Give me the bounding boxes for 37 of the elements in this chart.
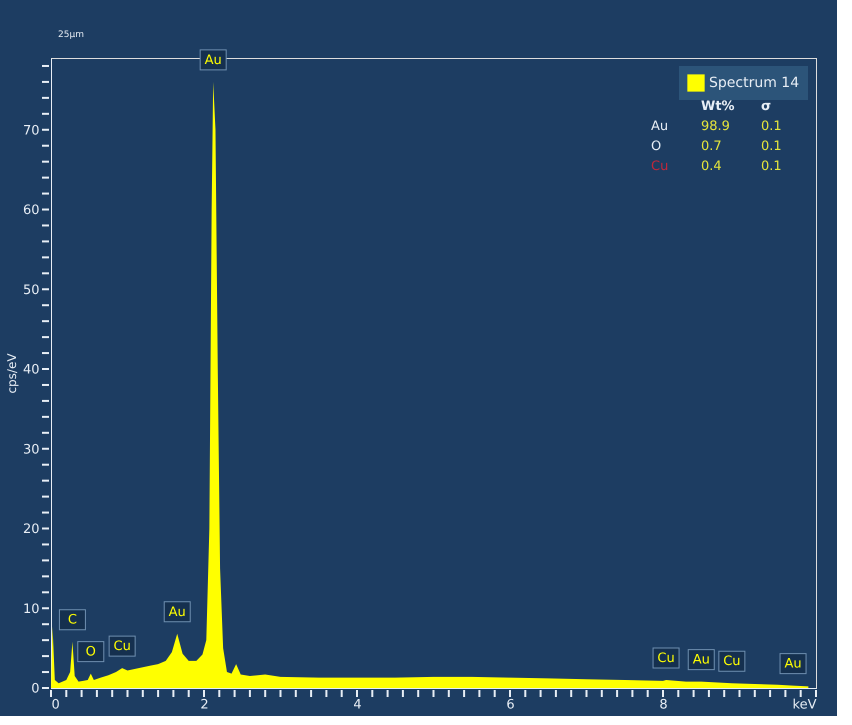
x-tick-label: 8: [659, 698, 668, 712]
annotation: 98.9: [701, 119, 730, 134]
annotation: Cu: [651, 159, 668, 174]
y-tick-label: 10: [22, 602, 40, 617]
y-tick-label: 30: [22, 442, 40, 458]
annotation: 0.1: [761, 139, 782, 154]
x-tick-label: 2: [200, 698, 209, 712]
x-tick-label: keV: [792, 698, 817, 712]
annotation: Wt%: [701, 99, 735, 114]
y-tick-label: 70: [22, 123, 40, 138]
y-tick-label: 40: [22, 362, 40, 378]
x-tick-label: 4: [353, 698, 362, 712]
annotation: Cu: [723, 654, 741, 670]
annotation: Au: [651, 119, 668, 134]
annotation: O: [86, 644, 96, 660]
annotation: 0.1: [761, 119, 782, 134]
annotation: Au: [204, 52, 222, 68]
annotation: C: [68, 612, 77, 628]
annotation: Cu: [113, 639, 131, 654]
annotation: Au: [168, 604, 186, 620]
text: 25μm: [58, 30, 84, 40]
y-axis-title: cps/eV: [4, 352, 19, 394]
annotation: Au: [692, 652, 710, 668]
y-tick-label: 50: [22, 282, 40, 298]
annotation: σ: [761, 99, 772, 114]
annotation: Au: [784, 656, 802, 672]
legend-label: Spectrum 14: [709, 75, 800, 91]
x-tick-label: 0: [52, 698, 60, 712]
y-tick-label: 60: [22, 203, 40, 218]
y-tick-label: 0: [31, 682, 40, 696]
y-tick-label: 20: [22, 522, 40, 538]
annotation: Cu: [657, 651, 675, 666]
annotation: O: [651, 139, 662, 154]
annotation: 0.7: [701, 139, 722, 154]
annotation: 0.1: [761, 159, 782, 174]
x-tick-label: 6: [506, 698, 515, 712]
annotation: 0.4: [701, 159, 722, 174]
